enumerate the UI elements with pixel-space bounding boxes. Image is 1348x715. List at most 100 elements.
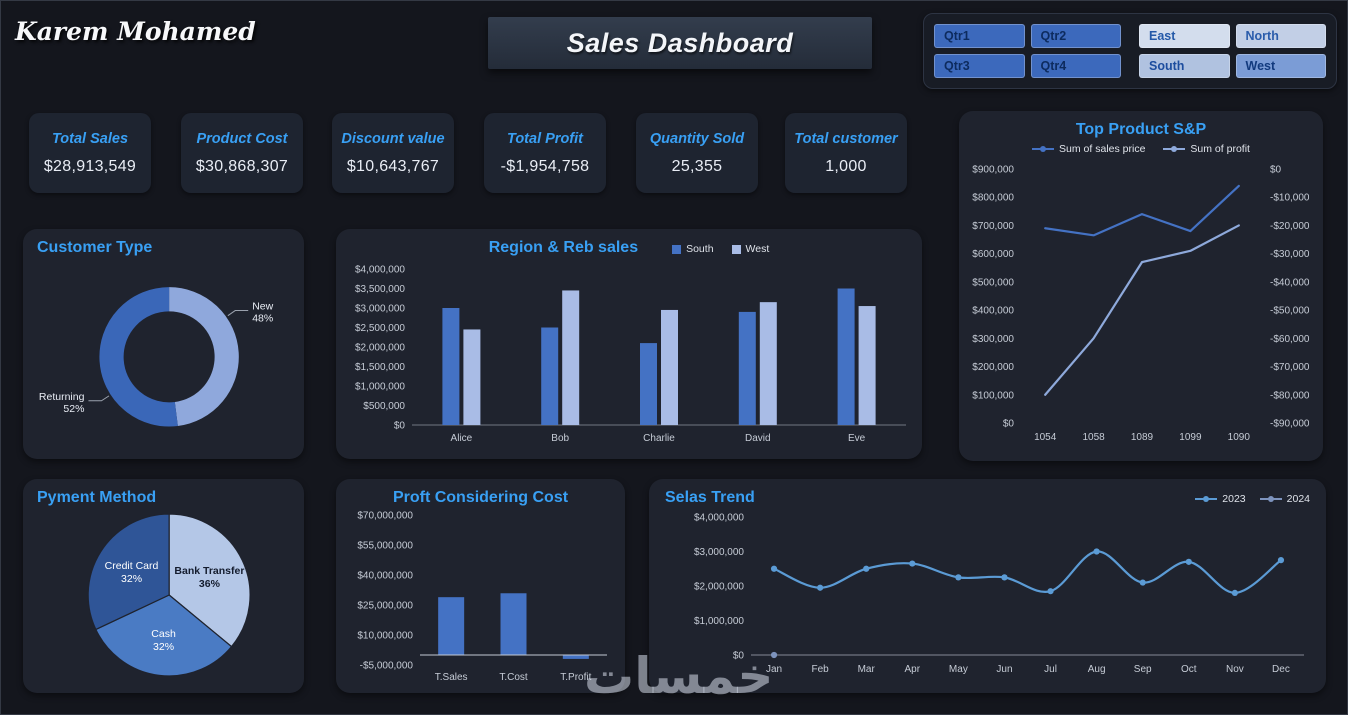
dashboard-title-box: Sales Dashboard xyxy=(488,17,872,69)
kpi-value: 1,000 xyxy=(825,157,867,175)
svg-text:Nov: Nov xyxy=(1226,664,1244,675)
svg-text:-$50,000: -$50,000 xyxy=(1270,306,1310,317)
svg-text:$2,500,000: $2,500,000 xyxy=(355,323,405,334)
legend-label: Sum of sales price xyxy=(1059,143,1146,155)
slicer-qtr2-button[interactable]: Qtr2 xyxy=(1030,24,1121,48)
svg-text:$70,000,000: $70,000,000 xyxy=(357,511,413,522)
region-sales-chart: $0 $500,000 $1,000,000 $1,500,000 $2,000,000… xyxy=(342,257,916,447)
legend-label: West xyxy=(745,243,770,255)
svg-text:Mar: Mar xyxy=(858,664,876,675)
svg-text:Aug: Aug xyxy=(1088,664,1106,675)
svg-text:$500,000: $500,000 xyxy=(363,401,405,412)
svg-text:Alice: Alice xyxy=(451,433,473,444)
svg-text:$0: $0 xyxy=(733,651,745,662)
region-slicer: East North South West xyxy=(1139,24,1326,78)
svg-text:$0: $0 xyxy=(1003,419,1015,430)
customer-type-title: Customer Type xyxy=(37,239,153,256)
customer-type-chart: New 48% Returning 52% xyxy=(23,257,304,449)
legend-label: Sum of profit xyxy=(1190,143,1250,155)
region-sales-header: Region & Reb sales South West xyxy=(336,229,922,257)
svg-text:$55,000,000: $55,000,000 xyxy=(357,541,413,552)
sales-trend-chart: $0 $1,000,000 $2,000,000 $3,000,000 $4,000,0… xyxy=(655,507,1320,679)
svg-text:$1,000,000: $1,000,000 xyxy=(355,382,405,393)
svg-text:1089: 1089 xyxy=(1131,432,1154,443)
svg-text:New: New xyxy=(252,301,273,313)
region-sales-title: Region & Reb sales xyxy=(488,239,639,256)
svg-text:$200,000: $200,000 xyxy=(972,362,1014,373)
svg-text:Jun: Jun xyxy=(996,664,1012,675)
profit-cost-title: Proft Considering Cost xyxy=(392,489,569,506)
svg-text:$10,000,000: $10,000,000 xyxy=(357,631,413,642)
square-marker-icon xyxy=(672,244,682,254)
svg-text:$900,000: $900,000 xyxy=(972,165,1014,176)
legend-item-west: West xyxy=(731,243,770,255)
card-payment-method: Pyment Method Bank Transfer 36% Cash 32% Cre… xyxy=(23,479,304,693)
kpi-title: Total Profit xyxy=(507,130,583,147)
svg-text:Dec: Dec xyxy=(1272,664,1290,675)
slicer-east-button[interactable]: East xyxy=(1139,24,1230,48)
svg-text:$400,000: $400,000 xyxy=(972,306,1014,317)
svg-text:$2,000,000: $2,000,000 xyxy=(355,343,405,354)
svg-text:52%: 52% xyxy=(63,403,84,415)
svg-text:Charlie: Charlie xyxy=(643,433,675,444)
sales-trend-header: Selas Trend 2023 2024 xyxy=(649,479,1326,507)
slicer-south-button[interactable]: South xyxy=(1139,54,1230,78)
svg-text:$100,000: $100,000 xyxy=(972,390,1014,401)
svg-text:$3,000,000: $3,000,000 xyxy=(694,547,744,558)
slicer-qtr1-button[interactable]: Qtr1 xyxy=(934,24,1025,48)
svg-text:-$80,000: -$80,000 xyxy=(1270,390,1310,401)
svg-text:Apr: Apr xyxy=(905,664,921,675)
kpi-title: Total customer xyxy=(794,130,898,147)
square-marker-icon xyxy=(731,244,741,254)
svg-text:$25,000,000: $25,000,000 xyxy=(357,601,413,612)
kpi-value: -$1,954,758 xyxy=(500,157,590,175)
kpi-value: 25,355 xyxy=(671,157,723,175)
slicer-west-button[interactable]: West xyxy=(1235,54,1326,78)
card-top-product: Top Product S&P Sum of sales price Sum o… xyxy=(959,111,1323,461)
svg-text:-$10,000: -$10,000 xyxy=(1270,193,1310,204)
kpi-card-quantity-sold: Quantity Sold 25,355 xyxy=(636,113,758,193)
svg-text:Credit Card: Credit Card xyxy=(105,560,159,572)
legend-label: 2023 xyxy=(1222,493,1246,505)
slicer-panel: Qtr1 Qtr2 Qtr3 Qtr4 East North South Wes… xyxy=(923,13,1337,89)
svg-text:$2,000,000: $2,000,000 xyxy=(694,582,744,593)
kpi-card-total-customer: Total customer 1,000 xyxy=(785,113,907,193)
top-product-title: Top Product S&P xyxy=(1075,121,1207,138)
svg-text:$800,000: $800,000 xyxy=(972,193,1014,204)
svg-text:1054: 1054 xyxy=(1034,432,1057,443)
kpi-title: Quantity Sold xyxy=(649,130,745,147)
svg-text:1058: 1058 xyxy=(1082,432,1105,443)
svg-text:1090: 1090 xyxy=(1228,432,1251,443)
slicer-north-button[interactable]: North xyxy=(1235,24,1326,48)
svg-text:-$40,000: -$40,000 xyxy=(1270,277,1310,288)
svg-text:T.Sales: T.Sales xyxy=(435,672,468,683)
svg-text:T.Profit: T.Profit xyxy=(560,672,591,683)
svg-text:Returning: Returning xyxy=(39,391,85,403)
card-sales-trend: Selas Trend 2023 2024 $0 $1,000,000 $2,000… xyxy=(649,479,1326,693)
svg-text:32%: 32% xyxy=(153,641,174,653)
svg-text:May: May xyxy=(949,664,968,675)
slicer-qtr3-button[interactable]: Qtr3 xyxy=(934,54,1025,78)
card-customer-type: Customer Type New 48% Returning 52% xyxy=(23,229,304,459)
svg-text:$40,000,000: $40,000,000 xyxy=(357,571,413,582)
profit-cost-chart: -$5,000,000 $10,000,000 $25,000,000 $40,000… xyxy=(340,507,621,685)
kpi-title: Total Sales xyxy=(51,130,129,147)
svg-text:$4,000,000: $4,000,000 xyxy=(355,265,405,276)
svg-text:Cash: Cash xyxy=(151,628,176,640)
svg-text:Bob: Bob xyxy=(551,433,569,444)
svg-text:48%: 48% xyxy=(252,313,273,325)
svg-text:Jul: Jul xyxy=(1044,664,1057,675)
kpi-card-product-cost: Product Cost $30,868,307 xyxy=(181,113,303,193)
kpi-card-total-profit: Total Profit -$1,954,758 xyxy=(484,113,606,193)
svg-text:$0: $0 xyxy=(1270,165,1282,176)
svg-text:David: David xyxy=(745,433,771,444)
slicer-qtr4-button[interactable]: Qtr4 xyxy=(1030,54,1121,78)
svg-text:$3,000,000: $3,000,000 xyxy=(355,304,405,315)
author-signature: Karem Mohamed xyxy=(15,17,256,46)
payment-method-title: Pyment Method xyxy=(37,489,157,506)
kpi-card-discount-value: Discount value $10,643,767 xyxy=(332,113,454,193)
svg-text:-$70,000: -$70,000 xyxy=(1270,362,1310,373)
svg-text:$4,000,000: $4,000,000 xyxy=(694,513,744,524)
legend-item-south: South xyxy=(672,243,714,255)
kpi-card-total-sales: Total Sales $28,913,549 xyxy=(29,113,151,193)
